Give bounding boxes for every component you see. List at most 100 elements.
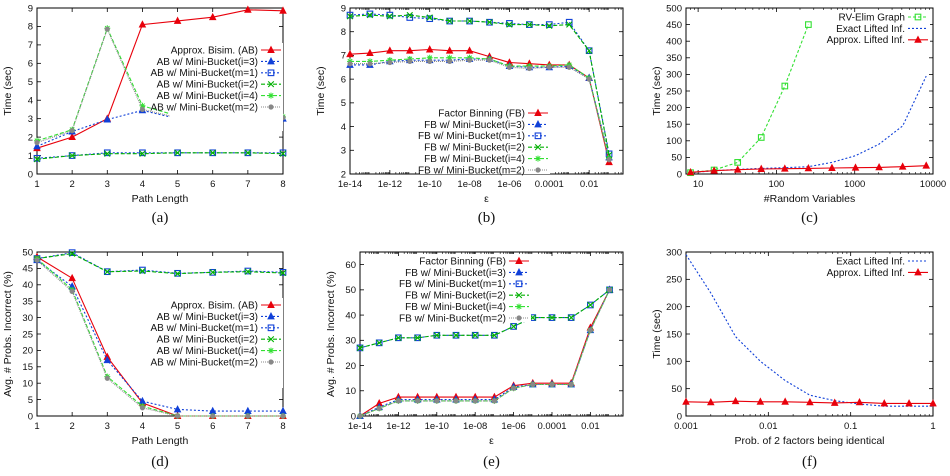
- legend-entry: FB w/ Mini-Bucket(i=3): [405, 268, 506, 279]
- x-tick-label: 0.1: [844, 421, 857, 432]
- data-point: [346, 49, 354, 58]
- legend-background: [406, 254, 531, 322]
- legend-marker: [914, 35, 922, 43]
- legend-entry: AB w/ Mini-Bucket(m=1): [150, 323, 258, 334]
- data-point: [486, 57, 493, 63]
- legend-entry: Factor Binning (FB): [419, 256, 506, 267]
- y-tick-label: 5: [341, 98, 346, 109]
- y-tick-label: 250: [666, 86, 682, 97]
- data-point: [734, 159, 742, 166]
- data-point: [279, 269, 287, 277]
- x-tick-label: 1e-06: [497, 179, 521, 190]
- data-point: [530, 381, 536, 388]
- data-point: [395, 398, 401, 404]
- series: [686, 161, 931, 176]
- x-tick-label: 8: [280, 179, 285, 190]
- data-point: [472, 332, 479, 339]
- data-point: [34, 140, 40, 146]
- legend-entry: AB w/ Mini-Bucket(m=1): [150, 68, 258, 79]
- series-line: [359, 289, 611, 417]
- data-point: [407, 58, 413, 64]
- data-point: [68, 152, 76, 159]
- series-line: [36, 252, 284, 274]
- x-tick-label: 0.001: [674, 421, 698, 432]
- series-line: [36, 9, 284, 149]
- y-tick-label: 30: [345, 336, 356, 347]
- series: [347, 57, 612, 163]
- data-point: [445, 46, 454, 54]
- legend-entry: Factor Binning (FB): [438, 108, 525, 119]
- data-point: [104, 375, 110, 381]
- y-tick-label: 60: [345, 260, 356, 271]
- series-line: [350, 57, 610, 159]
- panel-label: (b): [478, 210, 496, 226]
- series-line: [36, 256, 283, 417]
- x-tick-label: 1: [34, 421, 39, 432]
- y-axis-label: Time (sec): [651, 309, 663, 358]
- data-point: [585, 47, 593, 54]
- y-tick-label: 0: [351, 411, 356, 422]
- legend-entry: RV-Elim Graph: [838, 12, 905, 23]
- data-point: [173, 16, 182, 24]
- x-tick-label: 5: [175, 179, 180, 190]
- y-tick-label: 0: [28, 169, 33, 180]
- data-point: [466, 57, 473, 63]
- x-tick-label: 0.0001: [535, 179, 564, 190]
- y-tick-label: 100: [666, 136, 682, 147]
- data-point: [491, 398, 497, 404]
- y-tick-label: 200: [666, 103, 682, 114]
- legend-background: [420, 106, 550, 174]
- y-axis-label: Avg. # Probs. Incorrect (%): [325, 271, 337, 397]
- legend-entry: Approx. Lifted Inf.: [827, 268, 905, 279]
- data-point: [587, 301, 594, 309]
- x-axis-label: Path Length: [132, 435, 189, 447]
- data-point: [209, 149, 216, 156]
- data-point: [386, 13, 394, 20]
- data-point: [545, 21, 553, 28]
- series: [33, 249, 287, 277]
- y-tick-label: 4: [341, 122, 346, 133]
- data-point: [68, 132, 76, 141]
- data-point: [139, 106, 146, 113]
- data-point: [69, 128, 75, 134]
- y-tick-label: 400: [666, 37, 682, 48]
- data-point: [103, 149, 111, 157]
- x-tick-label: 1e-10: [418, 179, 442, 190]
- data-point: [139, 150, 146, 157]
- data-point: [386, 11, 394, 19]
- data-point: [279, 268, 287, 276]
- legend-entry: AB w/ Mini-Bucket(i=4): [157, 91, 258, 102]
- x-tick-label: 1e-10: [425, 421, 449, 432]
- legend-entry: Exact Lifted Inf.: [836, 24, 905, 35]
- legend-entry: AB w/ Mini-Bucket(i=3): [157, 312, 258, 323]
- data-point: [425, 45, 434, 53]
- data-point: [433, 332, 440, 339]
- x-tick-label: 1e-14: [348, 421, 372, 432]
- data-point: [375, 339, 383, 347]
- x-tick-label: 6: [210, 179, 215, 190]
- chart-c: 0 50 100 150 200 250 300 350 400 450 500 10 100 1000 1…: [651, 3, 946, 226]
- data-point: [905, 399, 913, 407]
- data-point: [376, 405, 382, 412]
- series: [346, 10, 613, 158]
- legend-marker: [515, 292, 523, 299]
- panel-label: (f): [802, 454, 817, 470]
- data-point: [347, 61, 353, 67]
- legend-marker: [267, 312, 275, 320]
- x-tick-label: 3: [105, 421, 110, 432]
- legend-marker: [268, 92, 274, 99]
- legend-marker: [267, 69, 275, 77]
- data-point: [68, 249, 76, 257]
- data-point: [568, 381, 574, 388]
- series-line: [36, 253, 284, 275]
- legend-marker: [534, 108, 542, 116]
- legend-marker: [268, 359, 274, 365]
- y-tick-label: 50: [345, 285, 356, 296]
- legend-marker: [516, 303, 522, 310]
- data-point: [103, 355, 112, 364]
- y-tick-label: 100: [666, 357, 682, 368]
- data-point: [526, 65, 532, 72]
- series: [34, 257, 286, 419]
- legend-marker: [516, 315, 522, 321]
